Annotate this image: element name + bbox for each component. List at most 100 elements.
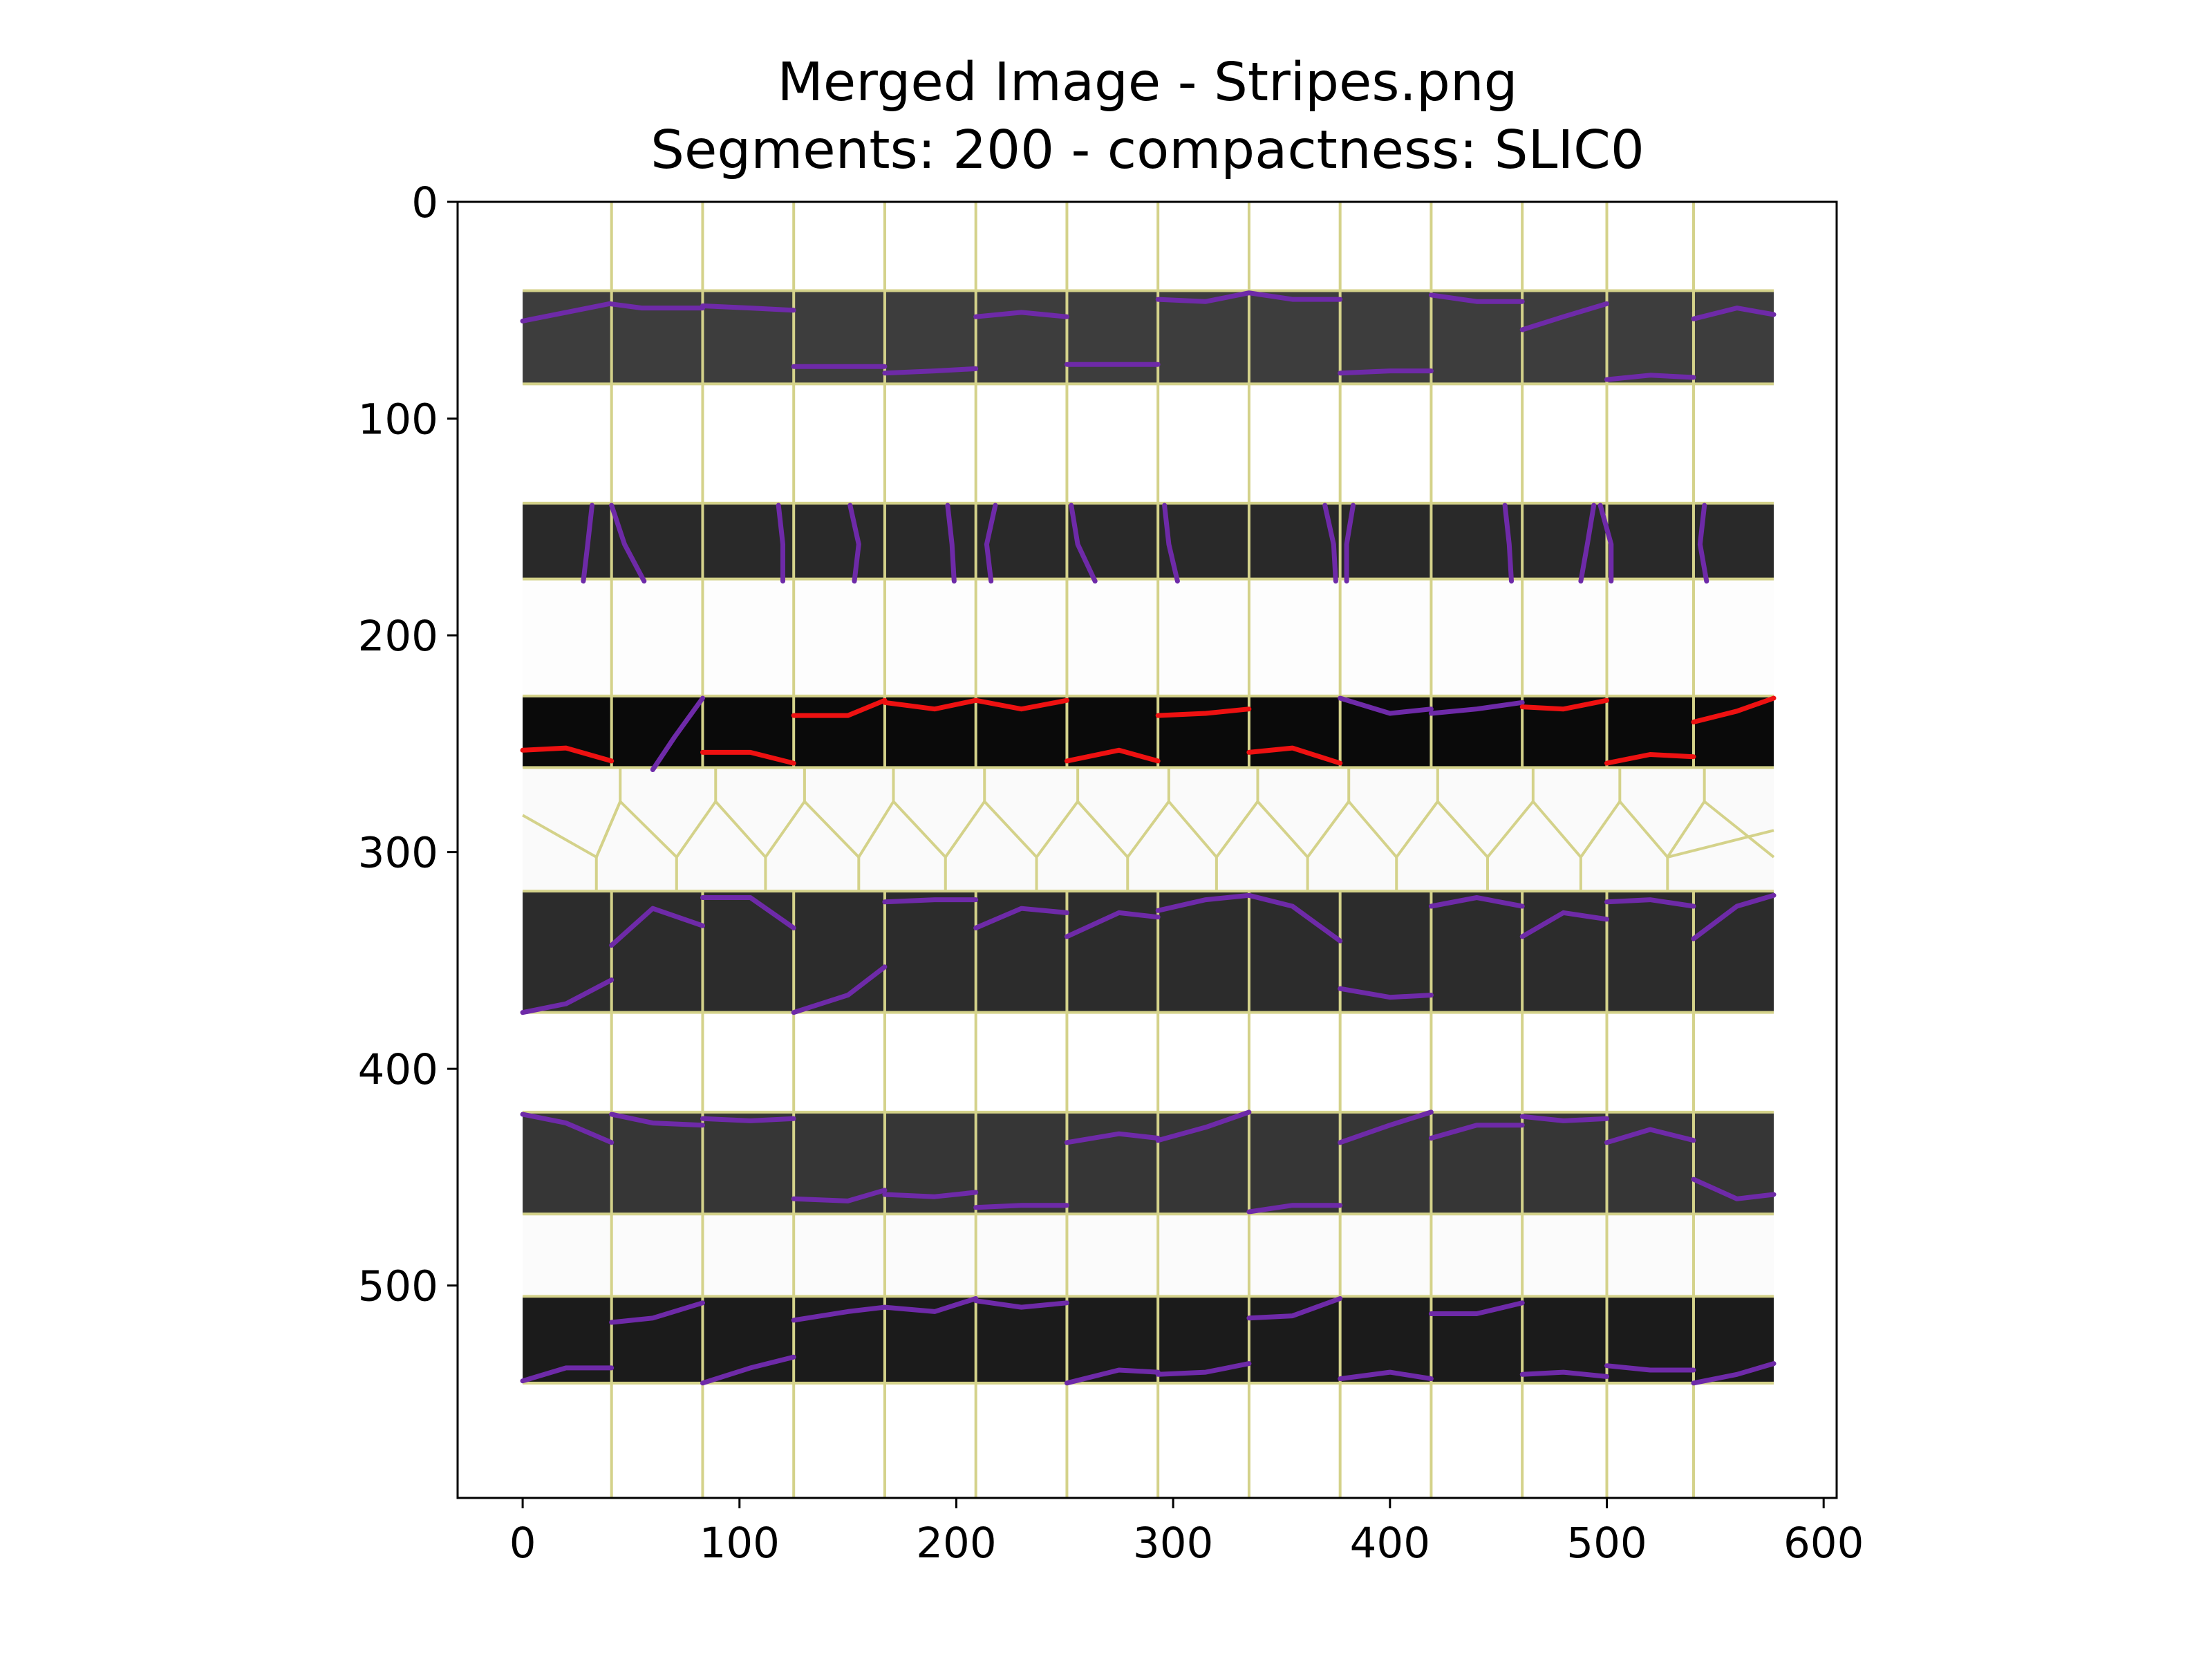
- hex-boundary: [594, 800, 622, 858]
- merge-line-red-38: [1604, 752, 1696, 766]
- merge-line-red-29: [791, 697, 888, 718]
- merge-line-74: [1155, 1361, 1252, 1377]
- merge-line-77: [1428, 1300, 1525, 1316]
- merge-line-70: [791, 1304, 888, 1323]
- stripe-8: [523, 1112, 1774, 1215]
- merge-line-59: [1064, 1131, 1161, 1145]
- merge-line-22: [1502, 503, 1514, 584]
- hex-boundary: [1667, 829, 1774, 859]
- y-tick-label: 500: [358, 1262, 438, 1311]
- hex-boundary: [1168, 800, 1218, 859]
- hex-boundary: [857, 800, 895, 858]
- hex-boundary: [1347, 800, 1398, 859]
- merge-line-red-28: [700, 749, 796, 766]
- merge-line-63: [1428, 1123, 1525, 1141]
- y-tick-label: 400: [358, 1045, 438, 1094]
- merge-line-79: [1604, 1363, 1696, 1373]
- merge-line-56: [791, 1188, 888, 1203]
- hex-boundary: [1126, 800, 1170, 859]
- merge-line-61: [1246, 1203, 1343, 1215]
- merge-line-42: [700, 895, 796, 930]
- hex-boundary: [1306, 800, 1350, 859]
- hex-boundary: [1076, 800, 1129, 859]
- hex-boundary: [714, 800, 767, 859]
- hex-boundary: [675, 800, 717, 859]
- merge-line-21: [1344, 503, 1356, 584]
- merge-line-46: [1064, 910, 1161, 939]
- merge-line-red-31: [973, 697, 1069, 712]
- chart-subtitle: Segments: 200 - compactness: SLIC0: [650, 120, 1644, 181]
- merge-line-80: [1691, 1361, 1777, 1386]
- merge-line-36: [1428, 700, 1525, 716]
- merge-line-57: [882, 1190, 979, 1199]
- hex-boundary: [764, 800, 806, 859]
- y-tick-label: 100: [358, 395, 438, 444]
- merge-line-red-39: [1691, 695, 1777, 724]
- merge-line-10: [1604, 373, 1696, 382]
- x-tick-label: 300: [1133, 1519, 1213, 1568]
- x-tick-label: 400: [1350, 1519, 1430, 1568]
- merge-line-8: [1428, 292, 1525, 304]
- hex-boundary: [1618, 800, 1669, 859]
- merge-line-17: [984, 503, 998, 584]
- merge-line-20: [1322, 503, 1338, 584]
- hex-boundary: [1486, 800, 1535, 859]
- merge-line-45: [973, 906, 1069, 930]
- merge-line-12: [581, 503, 594, 584]
- x-axis: 0 100 200 300 400 500 600: [509, 1498, 1864, 1568]
- merge-line-50: [1519, 910, 1609, 939]
- merge-line-11: [1691, 306, 1777, 321]
- merge-line-49: [1428, 895, 1525, 909]
- merge-line-44: [882, 897, 979, 905]
- merge-line-18: [1069, 503, 1098, 584]
- merge-line-54: [609, 1112, 705, 1128]
- merge-line-0: [520, 301, 705, 324]
- merge-line-69: [700, 1354, 796, 1386]
- merge-line-41: [609, 906, 705, 948]
- merge-line-red-26: [520, 745, 615, 764]
- merge-line-24: [1597, 503, 1614, 584]
- y-axis: 0 100 200 300 400 500: [358, 178, 458, 1311]
- segmented-image: [522, 202, 1775, 1498]
- merge-line-40: [520, 977, 615, 1015]
- merge-line-25: [1697, 503, 1709, 584]
- x-tick-label: 500: [1566, 1519, 1647, 1568]
- merge-line-48: [1338, 986, 1434, 1000]
- merge-line-71: [882, 1296, 979, 1314]
- merge-line-47: [1155, 892, 1343, 944]
- merge-line-red-32: [1064, 747, 1161, 764]
- hex-boundary: [1035, 800, 1079, 859]
- merge-line-64: [1519, 1114, 1609, 1123]
- hex-boundary: [1395, 800, 1439, 859]
- merge-line-red-37: [1519, 697, 1609, 712]
- merge-line-red-34: [1246, 745, 1343, 766]
- hex-boundary: [1666, 800, 1706, 859]
- merge-line-55: [700, 1116, 796, 1123]
- hex-boundary: [1436, 800, 1489, 859]
- y-tick-label: 200: [358, 612, 438, 661]
- axes-frame: [456, 200, 1838, 1499]
- merge-line-3: [882, 366, 979, 376]
- hex-boundary: [892, 800, 947, 859]
- merge-line-75: [1246, 1296, 1343, 1321]
- hex-boundary: [522, 814, 597, 859]
- merge-line-76: [1338, 1369, 1434, 1382]
- x-tick-label: 200: [916, 1519, 996, 1568]
- merge-line-52: [1691, 892, 1777, 941]
- merge-line-43: [791, 964, 888, 1015]
- merge-line-53: [520, 1112, 615, 1145]
- hex-boundary: [944, 800, 986, 859]
- hex-boundary: [1580, 800, 1621, 859]
- merge-line-4: [973, 310, 1069, 319]
- y-tick-label: 0: [411, 178, 438, 227]
- x-tick-label: 0: [509, 1519, 536, 1568]
- merge-line-6: [1155, 290, 1343, 304]
- x-tick-label: 100: [700, 1519, 780, 1568]
- stripe-7: [523, 1012, 1774, 1112]
- merge-line-78: [1519, 1369, 1609, 1379]
- hex-boundary: [1703, 800, 1775, 859]
- stripe-6: [523, 891, 1774, 1013]
- merge-line-73: [1064, 1367, 1161, 1386]
- merge-line-60: [1155, 1109, 1252, 1143]
